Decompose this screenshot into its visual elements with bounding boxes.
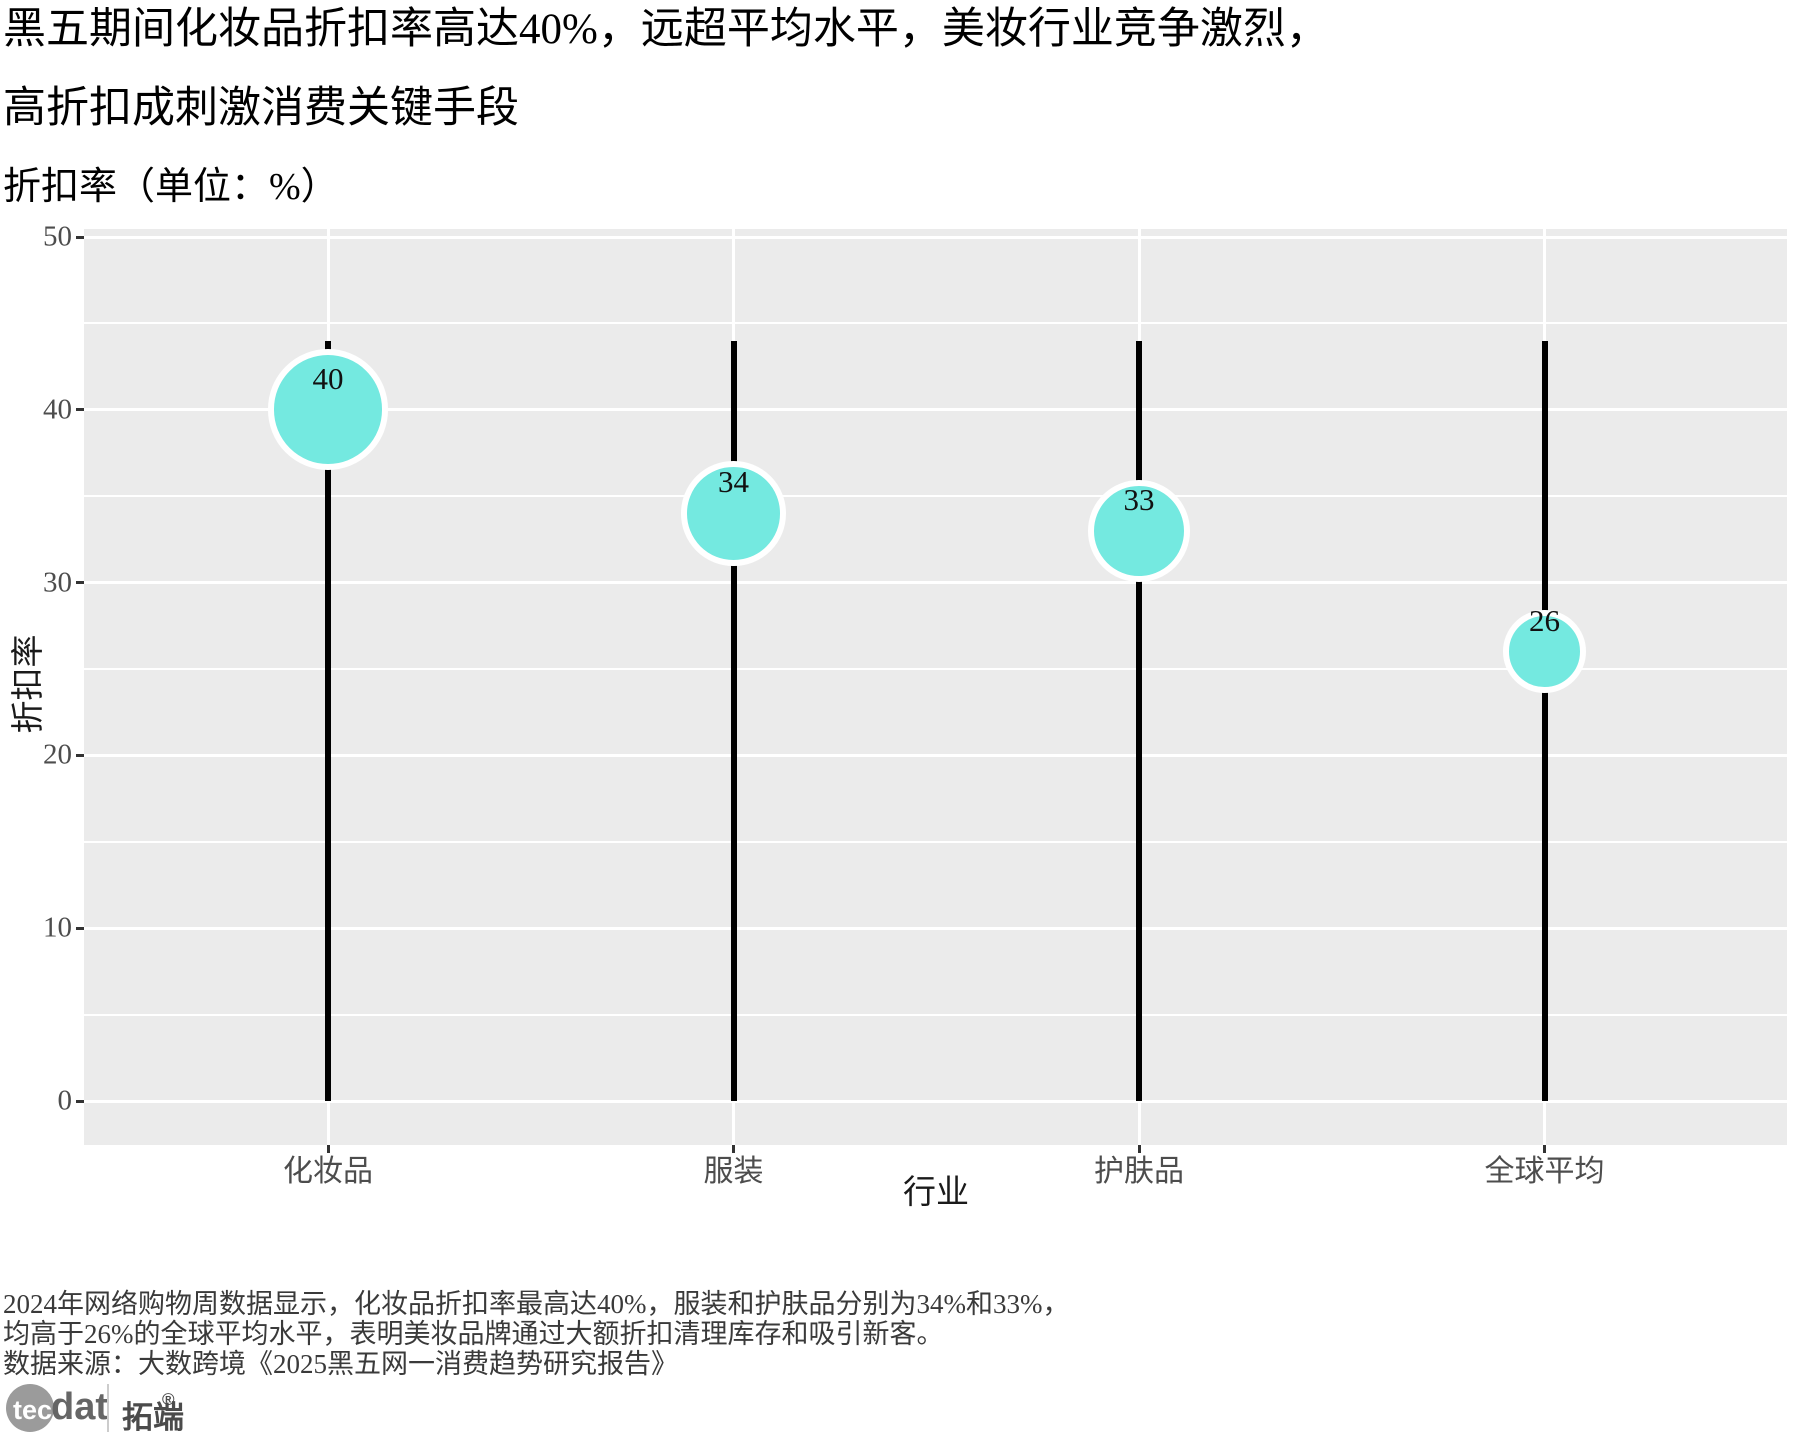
value-label: 33	[1123, 481, 1155, 517]
data-point-bubble	[1503, 610, 1586, 694]
stem	[1541, 340, 1548, 1101]
footer-line2: 均高于26%的全球平均水平，表明美妆品牌通过大额折扣清理库存和吸引新客。	[3, 1319, 944, 1349]
footer-line1: 2024年网络购物周数据显示，化妆品折扣率最高达40%，服装和护肤品分别为34%…	[3, 1289, 1070, 1319]
y-tick-mark	[76, 1099, 84, 1103]
x-tick-mark	[1137, 1145, 1141, 1153]
y-tick-label: 40	[43, 393, 72, 426]
gridline-major	[84, 753, 1787, 757]
gridline-major	[84, 408, 1787, 412]
logo-tec-text: tec	[13, 1395, 53, 1425]
tecdat-logo: tec dat 拓端 ®	[6, 1384, 406, 1436]
data-point-bubble	[681, 461, 786, 566]
gridline-minor	[84, 668, 1787, 670]
gridline-minor	[84, 840, 1787, 843]
gridline-major	[84, 235, 1787, 239]
logo-dat-text: dat	[51, 1386, 108, 1428]
value-label: 26	[1529, 602, 1560, 638]
value-label: 34	[718, 464, 749, 500]
y-tick-mark	[76, 753, 84, 757]
y-tick-mark	[76, 926, 84, 930]
y-tick-label: 20	[43, 738, 72, 771]
y-tick-label: 30	[43, 566, 72, 599]
data-point-bubble	[1088, 479, 1190, 582]
logo-divider	[107, 1384, 109, 1432]
gridline-major	[84, 1099, 1787, 1103]
stem	[730, 340, 737, 1101]
logo-brand-text: 拓端	[122, 1400, 184, 1435]
y-axis-title: 折扣率	[11, 634, 47, 734]
y-tick-mark	[76, 581, 84, 585]
gridline-minor	[84, 495, 1787, 498]
y-tick-mark	[76, 408, 84, 412]
gridline-minor	[84, 1013, 1787, 1016]
logo-circle-icon	[6, 1384, 54, 1432]
value-label: 40	[312, 360, 344, 396]
data-point-bubble	[267, 349, 389, 471]
chart-title-line1: 黑五期间化妆品折扣率高达40%，远超平均水平，美妆行业竞争激烈，	[3, 6, 1329, 53]
chart-subtitle: 折扣率（单位：%）	[3, 166, 339, 208]
stem	[1136, 340, 1142, 1101]
x-axis-title: 行业	[903, 1175, 969, 1211]
y-tick-label: 50	[43, 220, 72, 253]
x-tick-label: 护肤品	[1094, 1155, 1184, 1188]
logo-registered-icon: ®	[162, 1390, 175, 1409]
x-tick-mark	[1543, 1145, 1546, 1153]
gridline-minor	[84, 322, 1787, 325]
gridline-major	[84, 581, 1787, 585]
x-tick-mark	[326, 1145, 330, 1153]
footer-line3: 数据来源：大数跨境《2025黑五网一消费趋势研究报告》	[3, 1349, 678, 1379]
x-tick-label: 化妆品	[283, 1155, 373, 1188]
stem	[325, 340, 331, 1101]
y-tick-mark	[76, 235, 84, 239]
footer-note: 2024年网络购物周数据显示，化妆品折扣率最高达40%，服装和护肤品分别为34%…	[3, 1289, 1069, 1379]
y-tick-label: 10	[43, 911, 72, 944]
x-tick-label: 全球平均	[1484, 1155, 1605, 1188]
chart-title-line2: 高折扣成刺激消费关键手段	[3, 85, 519, 132]
chart-title: 黑五期间化妆品折扣率高达40%，远超平均水平，美妆行业竞争激烈， 高折扣成刺激消…	[3, 0, 1329, 148]
x-tick-mark	[732, 1145, 735, 1153]
x-tick-label: 服装	[703, 1155, 764, 1188]
gridline-major	[84, 926, 1787, 930]
y-tick-label: 0	[57, 1084, 73, 1117]
